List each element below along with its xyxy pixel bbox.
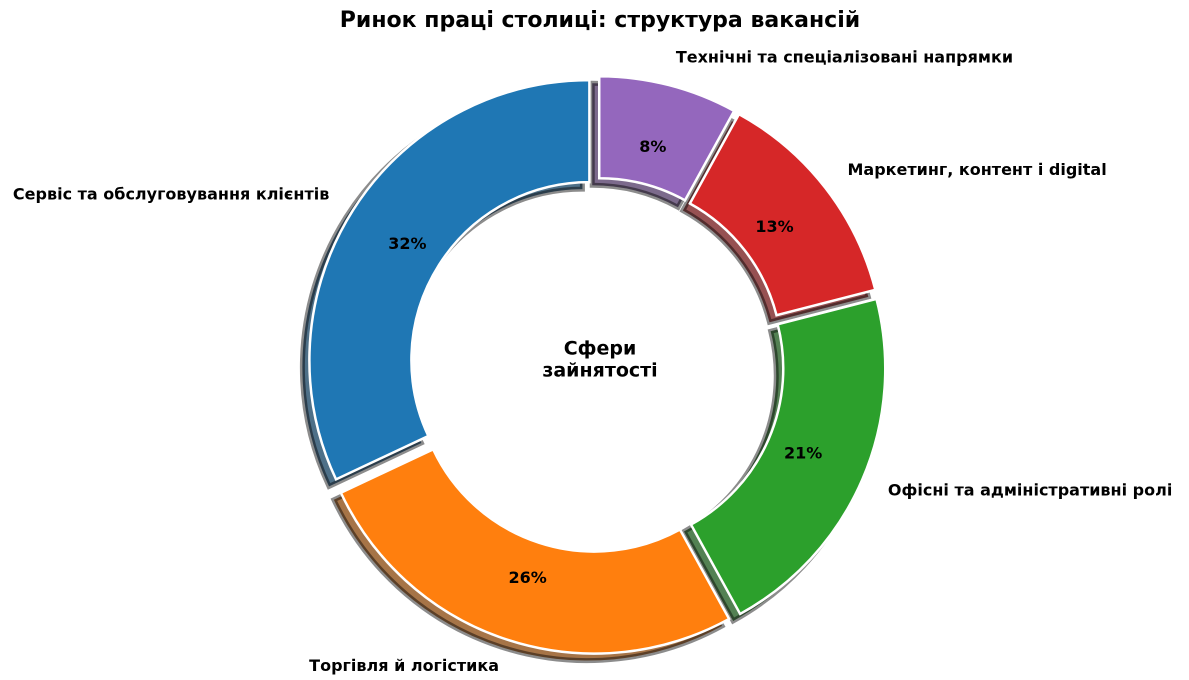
value-label: 21%	[784, 444, 822, 463]
category-label: Торгівля й логістика	[309, 656, 499, 675]
wedge	[688, 112, 877, 317]
wedge	[339, 447, 731, 655]
category-label: Офісні та адміністративні ролі	[888, 480, 1172, 499]
category-label: Технічні та спеціалізовані напрямки	[676, 47, 1013, 66]
wedge	[308, 78, 591, 482]
center-label: зайнятості	[542, 360, 657, 382]
wedge	[689, 297, 887, 616]
value-label: 13%	[755, 217, 793, 236]
value-label: 32%	[388, 234, 426, 253]
wedge	[597, 75, 736, 202]
donut	[299, 75, 887, 664]
category-label: Маркетинг, контент і digital	[847, 160, 1106, 179]
category-label: Сервіс та обслуговування клієнтів	[13, 185, 329, 204]
value-label: 8%	[639, 137, 666, 156]
chart-title: Ринок праці столиці: структура вакансій	[340, 8, 860, 33]
value-label: 26%	[508, 568, 546, 587]
center-label: Сфери	[564, 338, 637, 360]
